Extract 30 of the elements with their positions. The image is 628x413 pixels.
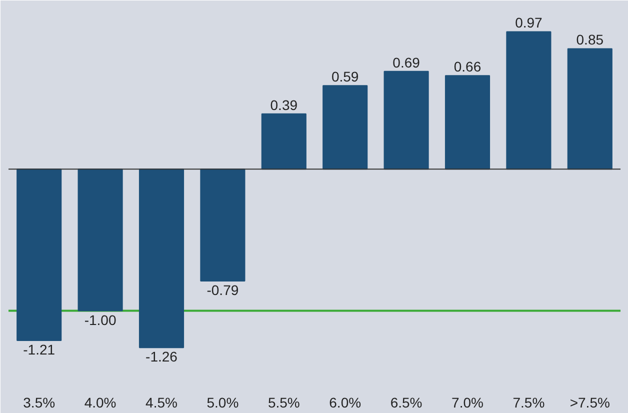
bar xyxy=(567,48,612,170)
x-tick-label: >7.5% xyxy=(570,394,610,410)
data-label: 0.59 xyxy=(331,68,359,85)
data-label: -1.21 xyxy=(23,342,56,358)
bar xyxy=(444,75,490,170)
data-label: 0.97 xyxy=(515,14,543,31)
x-tick-label: 5.5% xyxy=(268,394,300,410)
data-label: 0.66 xyxy=(454,58,482,75)
x-tick-label: 3.5% xyxy=(23,394,56,410)
data-label: -0.79 xyxy=(206,282,239,298)
bar xyxy=(384,70,429,170)
x-tick-label: 5.0% xyxy=(206,394,239,410)
bar xyxy=(16,168,62,342)
data-label: 0.69 xyxy=(392,54,420,70)
x-tick-label: 4.0% xyxy=(84,394,116,410)
x-tick-label: 7.5% xyxy=(512,394,545,410)
data-label: 0.85 xyxy=(576,32,604,48)
bar xyxy=(261,113,306,170)
data-label: -1.00 xyxy=(84,312,116,328)
bar xyxy=(200,168,246,282)
data-label: 0.39 xyxy=(270,96,298,113)
bar xyxy=(322,85,368,170)
bar xyxy=(506,31,552,170)
x-tick-label: 4.5% xyxy=(146,394,178,410)
bar xyxy=(78,168,123,312)
x-tick-label: 7.0% xyxy=(452,394,484,410)
bar xyxy=(138,168,184,348)
x-tick-label: 6.0% xyxy=(329,394,362,410)
data-label: -1.26 xyxy=(146,348,178,365)
x-tick-label: 6.5% xyxy=(390,394,422,410)
